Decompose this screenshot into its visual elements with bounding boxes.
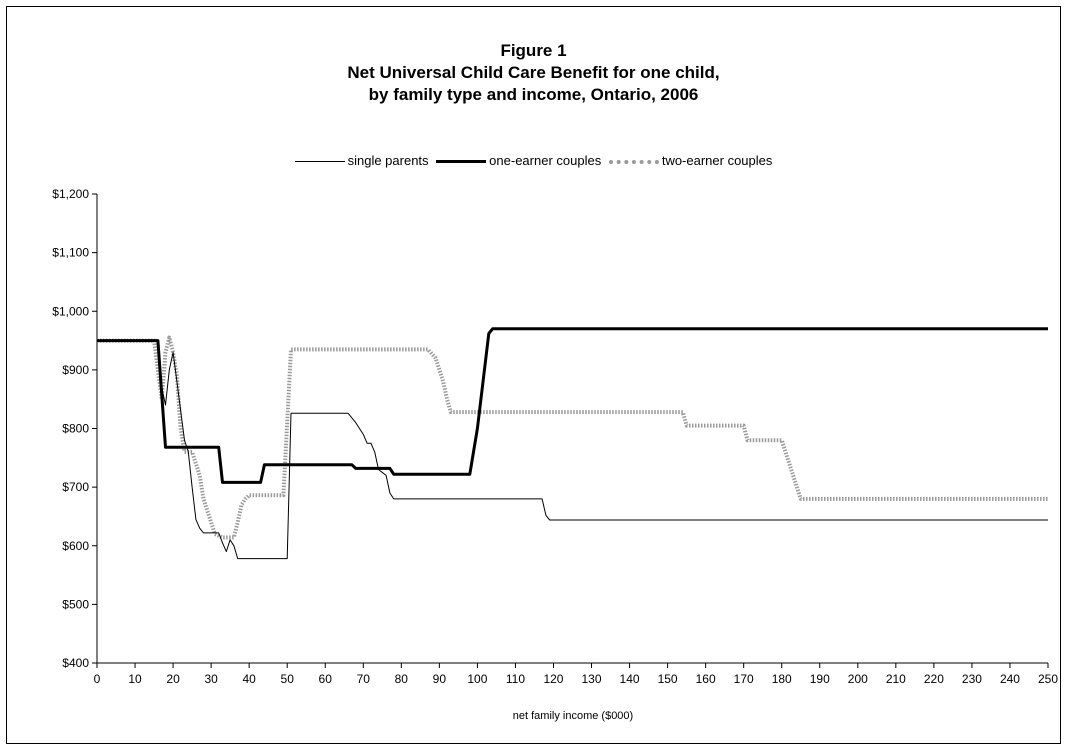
x-tick-label: 250 (1038, 672, 1058, 686)
y-tick-label: $1,000 (52, 304, 89, 318)
x-tick-label: 100 (467, 672, 487, 686)
x-axis-label: net family income ($000) (513, 710, 633, 722)
x-tick-label: 140 (620, 672, 640, 686)
y-tick-label: $500 (62, 597, 89, 611)
chart-subtitle-line-2: by family type and income, Ontario, 2006 (368, 85, 699, 104)
series-line-two-earner-couples (97, 335, 1048, 540)
x-tick-label: 80 (395, 672, 409, 686)
y-tick-label: $700 (62, 480, 89, 494)
legend-swatch-one-earner-couples (436, 160, 487, 164)
x-tick-label: 90 (433, 672, 447, 686)
legend-swatch-single-parents (294, 161, 345, 163)
series-group (97, 327, 1048, 560)
x-tick-label: 120 (543, 672, 563, 686)
legend-item-single-parents: single parents (294, 153, 429, 169)
legend: single parents one-earner couples two-ea… (0, 152, 1067, 170)
legend-label-one-earner-couples: one-earner couples (489, 153, 602, 169)
x-tick-label: 30 (204, 672, 218, 686)
series-line-single-parents (97, 340, 1048, 560)
y-tick-label: $1,100 (52, 246, 89, 260)
x-tick-label: 10 (128, 672, 142, 686)
chart-title-block: Figure 1 Net Universal Child Care Benefi… (0, 40, 1067, 106)
legend-swatch-two-earner-couples (608, 159, 659, 164)
y-tick-label: $400 (62, 656, 89, 670)
x-tick-label: 230 (962, 672, 982, 686)
x-tick-label: 70 (357, 672, 371, 686)
x-tick-label: 160 (696, 672, 716, 686)
legend-label-two-earner-couples: two-earner couples (661, 153, 773, 169)
y-tick-label: $800 (62, 422, 89, 436)
y-tick-label: $600 (62, 539, 89, 553)
x-tick-label: 200 (848, 672, 868, 686)
x-tick-label: 60 (319, 672, 333, 686)
axes: $1,200 $1,100 $1,000 $900 $800 $700 $600 $500 $4… (52, 187, 1058, 686)
x-tick-label: 150 (658, 672, 678, 686)
x-tick-label: 180 (772, 672, 792, 686)
x-tick-label: 110 (506, 672, 525, 686)
chart-subtitle-line-1: Net Universal Child Care Benefit for one… (347, 63, 720, 82)
x-tick-label: 220 (924, 672, 944, 686)
series-line-one-earner-couples (97, 327, 1048, 484)
x-tick-label: 190 (810, 672, 830, 686)
legend-item-two-earner-couples: two-earner couples (608, 153, 773, 169)
x-tick-label: 210 (886, 672, 906, 686)
y-tick-label: $1,200 (52, 187, 89, 201)
x-tick-label: 40 (242, 672, 256, 686)
outer-border (6, 6, 1061, 744)
chart-title: Figure 1 (500, 41, 567, 60)
legend-label-single-parents: single parents (347, 153, 429, 169)
x-tick-label: 0 (94, 672, 101, 686)
x-tick-label: 130 (582, 672, 602, 686)
y-tick-label: $900 (62, 363, 89, 377)
x-tick-label: 240 (1000, 672, 1020, 686)
legend-item-one-earner-couples: one-earner couples (436, 153, 601, 168)
x-tick-label: 50 (281, 672, 295, 686)
x-tick-label: 170 (734, 672, 754, 686)
x-tick-label: 20 (166, 672, 180, 686)
